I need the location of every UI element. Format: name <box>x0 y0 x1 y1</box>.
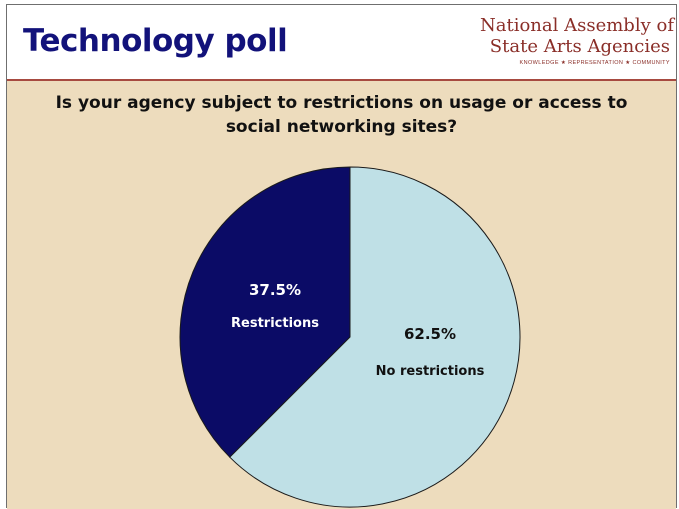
slide-title: Technology poll <box>23 23 288 59</box>
pie-slice-restrictions <box>179 166 351 458</box>
pie-slice-no-restrictions <box>229 166 521 508</box>
slice-value-label: 37.5% <box>249 281 301 299</box>
logo-line-1: National Assembly of <box>480 15 674 36</box>
logo-tagline: KNOWLEDGE ★ REPRESENTATION ★ COMMUNITY <box>519 60 670 66</box>
slice-category-label: Restrictions <box>231 316 319 331</box>
slide: Technology poll National Assembly of Sta… <box>6 4 677 509</box>
chart-title: Is your agency subject to restrictions o… <box>7 91 676 139</box>
logo-line-2: State Arts Agencies <box>489 36 670 57</box>
slide-content: Is your agency subject to restrictions o… <box>7 81 676 509</box>
slide-header: Technology poll National Assembly of Sta… <box>7 5 676 81</box>
pie-chart: 37.5% Restrictions 62.5% No restrictions <box>179 166 521 508</box>
chart-title-line-1: Is your agency subject to restrictions o… <box>55 93 628 113</box>
chart-title-line-2: social networking sites? <box>225 117 458 137</box>
slice-category-label: No restrictions <box>376 364 485 379</box>
slice-value-label: 62.5% <box>404 325 456 343</box>
naasa-logo: National Assembly of State Arts Agencies… <box>480 15 674 66</box>
